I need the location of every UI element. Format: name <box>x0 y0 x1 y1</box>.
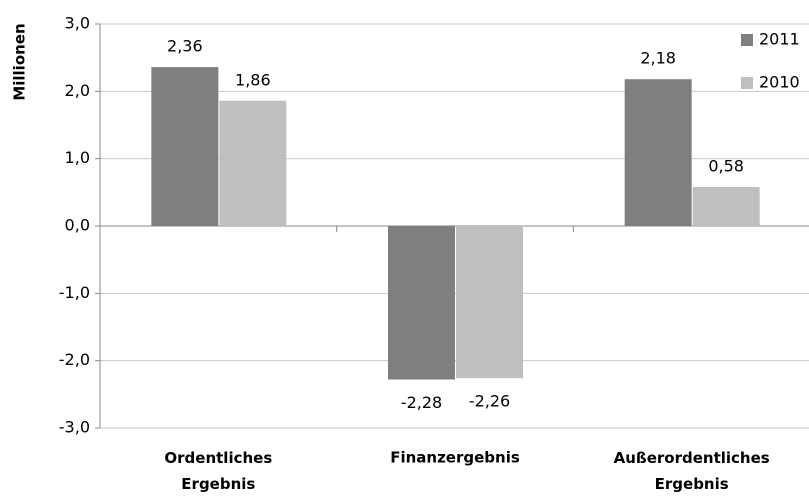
data-label: -2,28 <box>401 393 442 412</box>
y-tick-label: 2,0 <box>65 81 90 100</box>
data-label: -2,26 <box>469 392 510 411</box>
bar <box>388 226 455 380</box>
y-tick-label: -1,0 <box>59 283 90 302</box>
legend-label: 2011 <box>759 30 800 49</box>
data-label: 2,18 <box>640 49 676 68</box>
data-label: 0,58 <box>708 156 744 175</box>
bar <box>624 79 692 226</box>
legend-swatch <box>741 77 753 89</box>
data-label: 1,86 <box>235 70 271 89</box>
y-tick-label: 1,0 <box>65 148 90 167</box>
bar <box>219 100 287 226</box>
y-tick-label: 0,0 <box>65 216 90 235</box>
y-axis-label: Millionen <box>11 23 29 100</box>
x-tick-label: Finanzergebnis <box>390 449 520 467</box>
data-label: 2,36 <box>167 37 203 56</box>
legend-label: 2010 <box>759 73 800 92</box>
bar <box>456 226 523 379</box>
y-tick-label: -2,0 <box>59 350 90 369</box>
x-tick-label-line: Ordentliches <box>164 449 272 467</box>
x-tick-label: Ordentliches Ergebnis <box>164 449 272 493</box>
legend-swatch <box>741 34 753 46</box>
x-tick-label-line: Ergebnis <box>181 475 255 493</box>
x-tick-label-line: Außerordentliches <box>614 449 770 467</box>
y-tick-label: -3,0 <box>59 418 90 437</box>
x-tick-label-line: Ergebnis <box>655 475 729 493</box>
bar <box>151 67 219 227</box>
y-tick-label: 3,0 <box>65 14 90 33</box>
bar <box>692 186 760 226</box>
x-tick-label: Außerordentliches Ergebnis <box>614 449 770 493</box>
